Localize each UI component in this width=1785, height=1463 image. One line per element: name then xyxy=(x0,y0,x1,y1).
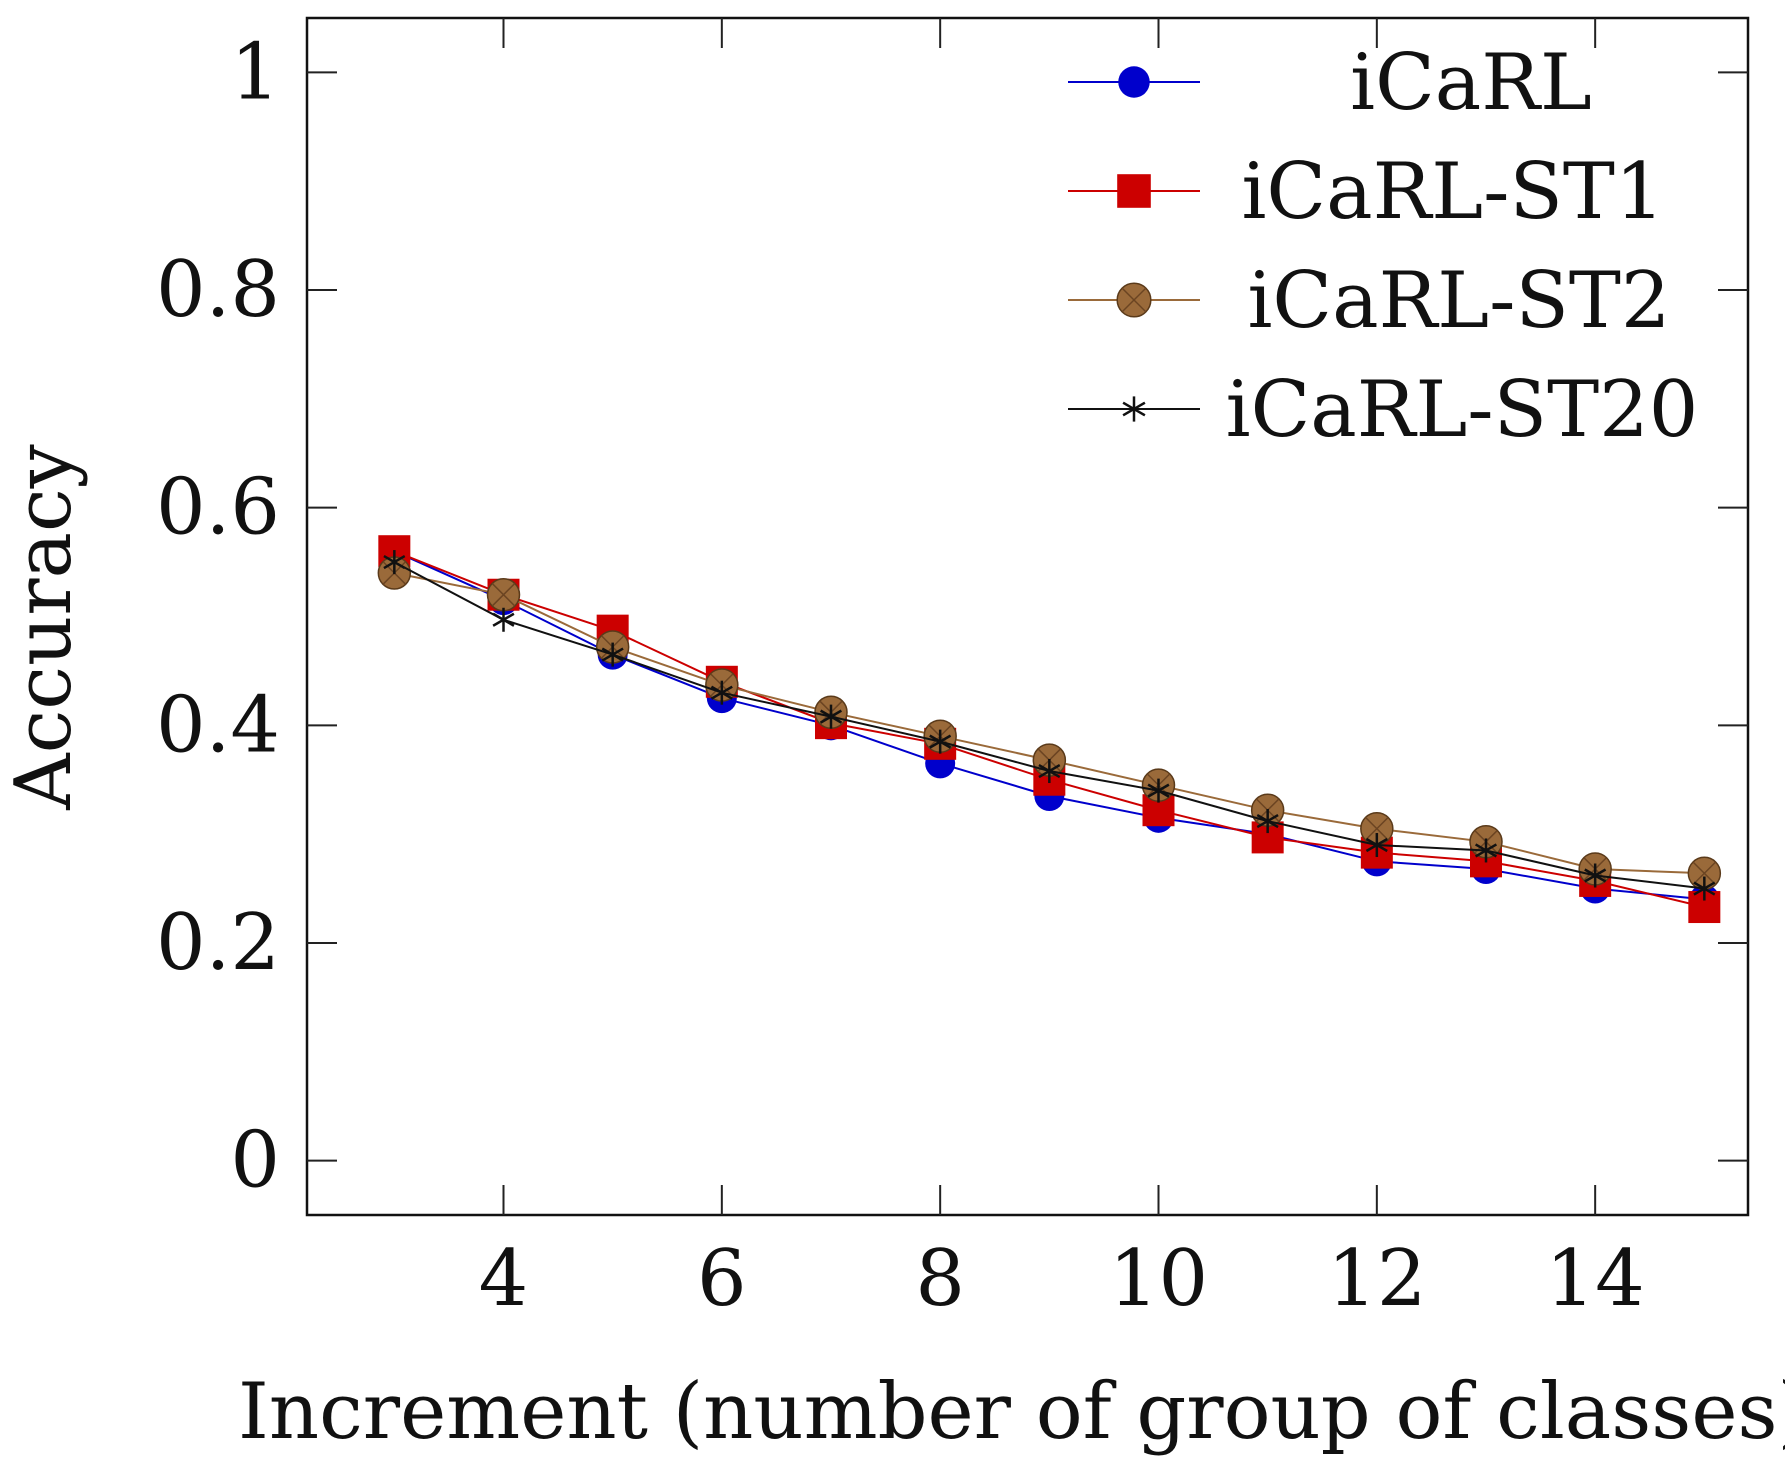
legend-swatch-marker xyxy=(1116,282,1152,318)
y-tick-label: 0.6 xyxy=(156,463,280,553)
data-point-icarl-st20 xyxy=(601,642,624,667)
legend-swatch-marker xyxy=(1117,174,1151,208)
data-point-icarl-st20 xyxy=(929,729,952,754)
legend-swatch-marker xyxy=(1118,66,1150,98)
x-tick-label: 4 xyxy=(479,1234,529,1324)
y-tick-label: 0.4 xyxy=(156,680,280,770)
legend-swatch-marker xyxy=(1122,396,1146,422)
x-tick-label: 10 xyxy=(1109,1234,1208,1324)
legend-item-icarl-st1: iCaRL-ST1 xyxy=(1068,147,1665,237)
data-point-icarl-st20 xyxy=(710,680,733,705)
y-tick-label: 0 xyxy=(230,1116,280,1206)
data-point-icarl-st2 xyxy=(486,577,521,612)
series-icarl-st20 xyxy=(383,550,1716,901)
data-point-icarl-st20 xyxy=(1038,759,1061,784)
x-tick-label: 14 xyxy=(1546,1234,1645,1324)
legend-label: iCaRL-ST20 xyxy=(1226,365,1699,455)
series-line-icarl-st1 xyxy=(393,550,1705,908)
data-point-icarl-st20 xyxy=(1584,863,1607,888)
x-axis-label: Increment (number of group of classes) xyxy=(238,1367,1785,1457)
y-tick-label: 0.8 xyxy=(156,245,280,335)
x-tick-label: 8 xyxy=(915,1234,965,1324)
plot-frame xyxy=(305,16,1750,1217)
series-line-icarl-st2 xyxy=(394,572,1705,875)
data-point-icarl-st20 xyxy=(1365,833,1388,858)
legend: iCaRL iCaRL-ST1 iCaRL-ST2 iCaRL-ST20 xyxy=(1068,38,1698,455)
legend-item-icarl-st20: iCaRL-ST20 xyxy=(1068,365,1698,455)
x-tick-label: 6 xyxy=(697,1234,747,1324)
data-point-icarl-st20 xyxy=(1693,876,1716,901)
series-icarl-st2 xyxy=(377,556,1722,891)
y-tick-label: 0.2 xyxy=(156,898,280,988)
legend-item-icarl-st2: iCaRL-ST2 xyxy=(1068,256,1671,346)
legend-label: iCaRL xyxy=(1350,38,1592,128)
y-axis-label: Accuracy xyxy=(0,444,89,810)
data-point-icarl-st20 xyxy=(492,607,515,632)
axis-ticks xyxy=(307,18,1748,1215)
y-tick-label: 1 xyxy=(230,27,280,117)
series-line-icarl-st20 xyxy=(393,561,1705,890)
axis-tick-labels: 4 6 8 10 12 14 0 0.2 0.4 0.6 0.8 1 xyxy=(156,27,1645,1324)
data-series xyxy=(377,535,1722,924)
series-icarl-st1 xyxy=(378,535,1721,924)
legend-label: iCaRL-ST2 xyxy=(1247,256,1670,346)
legend-label: iCaRL-ST1 xyxy=(1241,147,1664,237)
legend-item-icarl: iCaRL xyxy=(1068,38,1592,128)
data-point-icarl-st20 xyxy=(1474,838,1498,863)
data-point-icarl-st20 xyxy=(819,704,843,729)
x-tick-label: 12 xyxy=(1327,1234,1426,1324)
data-point-icarl-st20 xyxy=(1256,809,1279,834)
data-point-icarl-st20 xyxy=(1147,778,1170,803)
data-point-icarl-st20 xyxy=(383,550,406,575)
